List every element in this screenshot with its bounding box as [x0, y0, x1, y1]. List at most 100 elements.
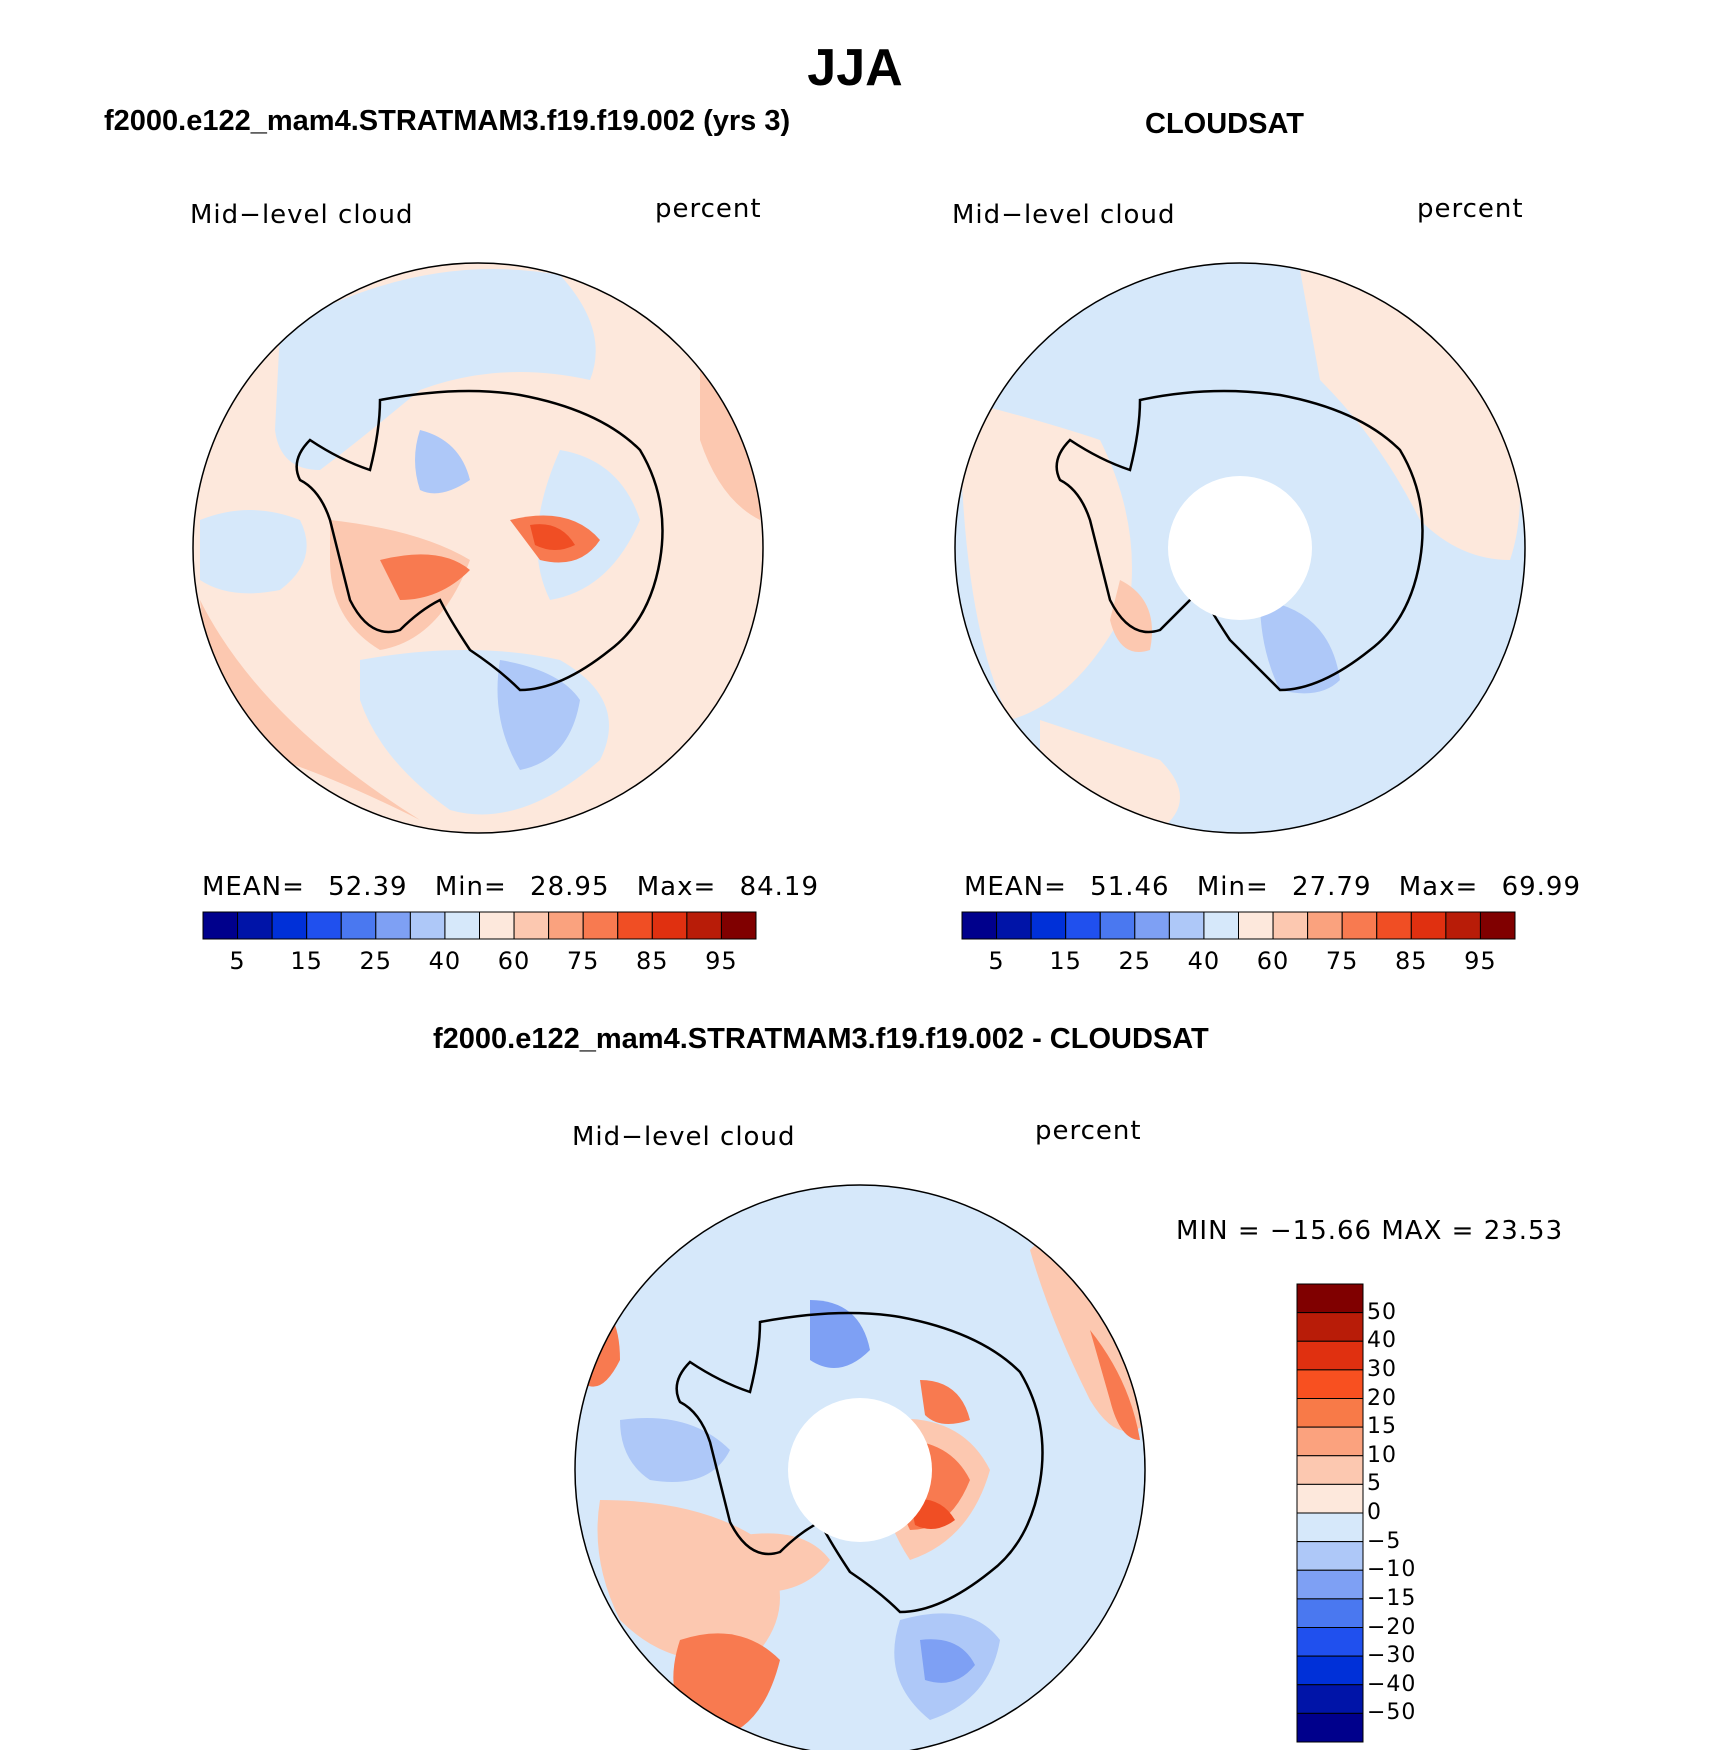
- left-max-label: Max=: [636, 872, 717, 902]
- diff-colorbar-tick-label: 20: [1367, 1385, 1397, 1411]
- left-colorbar-swatch: [444, 911, 480, 940]
- diff-orange-peninsula: [720, 1533, 830, 1592]
- right-colorbar-swatch: [1099, 911, 1136, 940]
- left-map: [193, 263, 763, 833]
- right-mean-label: MEAN=: [964, 872, 1067, 902]
- right-min-label: Min=: [1196, 872, 1269, 902]
- left-colorbar-swatch: [479, 911, 515, 940]
- right-colorbar-swatch: [1307, 911, 1343, 940]
- diff-colorbar-swatch: [1296, 1512, 1364, 1543]
- left-colorbar-swatch: [237, 911, 273, 940]
- right-colorbar-swatch: [1065, 911, 1101, 940]
- right-colorbar-tick-label: 15: [1049, 947, 1082, 975]
- diff-colorbar-tick-label: −20: [1367, 1614, 1417, 1640]
- right-colorbar-swatch: [1134, 911, 1170, 940]
- right-colorbar-tick-label: 5: [988, 947, 1005, 975]
- right-colorbar-tick-label: 25: [1118, 947, 1152, 975]
- left-colorbar-tick-label: 25: [359, 947, 393, 975]
- left-colorbar: [202, 911, 757, 940]
- left-colorbar-tick-label: 40: [428, 947, 462, 975]
- diff-colorbar-tick-label: 15: [1367, 1414, 1397, 1440]
- right-colorbar-swatch: [1410, 911, 1447, 940]
- right-orange-northeast: [1300, 270, 1520, 560]
- diff-colorbar-tick-label: 50: [1367, 1299, 1397, 1325]
- left-mean-value: 52.39: [328, 872, 408, 902]
- diff-colorbar-tick-label: −10: [1367, 1557, 1417, 1583]
- right-colorbar-swatch: [1376, 911, 1412, 940]
- diff-panel-title: f2000.e122_mam4.STRATMAM3.f19.f19.002 - …: [433, 1023, 1209, 1055]
- diff-units-label: percent: [1035, 1116, 1142, 1146]
- right-map: [955, 263, 1525, 833]
- left-colorbar-swatch: [202, 911, 239, 940]
- right-missing-data-hole: [1168, 476, 1312, 620]
- left-antarctica-coastline: [295, 389, 664, 692]
- right-colorbar-swatch: [1479, 911, 1516, 940]
- right-colorbar-swatch: [996, 911, 1032, 940]
- right-colorbar-tick-label: 95: [1464, 947, 1497, 975]
- left-mean-label: MEAN=: [202, 872, 305, 902]
- right-colorbar-tick-label: 85: [1395, 947, 1428, 975]
- diff-colorbar-swatch: [1296, 1340, 1364, 1371]
- diff-map-border: [574, 1184, 1146, 1750]
- left-colorbar-tick-label: 85: [636, 947, 669, 975]
- left-colorbar-swatch: [686, 911, 722, 940]
- right-stats: MEAN= 51.46 Min= 27.79 Max= 69.99: [964, 872, 1581, 902]
- diff-colorbar-swatch: [1296, 1627, 1364, 1657]
- diff-red-patch-north: [920, 1380, 970, 1424]
- diff-blue-north-antarctica: [810, 1300, 870, 1368]
- left-blue-region-west: [200, 510, 307, 594]
- diff-colorbar-tick-label: −15: [1367, 1585, 1417, 1611]
- left-colorbar-swatch: [582, 911, 619, 940]
- left-variable-label: Mid−level cloud: [190, 200, 414, 230]
- right-units-label: percent: [1417, 194, 1524, 224]
- left-map-border: [192, 262, 764, 834]
- left-blue-region-north: [275, 269, 596, 470]
- right-colorbar-tick-label: 75: [1325, 947, 1359, 975]
- diff-colorbar-tick-label: 40: [1367, 1328, 1397, 1354]
- left-colorbar-swatch: [375, 911, 411, 940]
- right-mean-value: 51.46: [1090, 872, 1170, 902]
- diff-variable-label: Mid−level cloud: [572, 1122, 796, 1152]
- diff-colorbar-swatch: [1296, 1455, 1364, 1485]
- diff-colorbar-tick-label: 0: [1367, 1500, 1382, 1525]
- diff-colorbar-swatch: [1296, 1483, 1364, 1514]
- right-colorbar-swatch: [1168, 911, 1205, 940]
- left-colorbar-swatch: [513, 911, 550, 940]
- right-colorbar-swatch: [961, 911, 998, 940]
- left-red-patch-1: [380, 554, 470, 600]
- right-max-label: Max=: [1398, 872, 1479, 902]
- right-colorbar-swatch: [1238, 911, 1274, 940]
- diff-colorbar-swatch: [1296, 1569, 1364, 1600]
- right-colorbar-tick-label: 40: [1187, 947, 1221, 975]
- left-colorbar-swatch: [340, 911, 377, 940]
- left-stats: MEAN= 52.39 Min= 28.95 Max= 84.19: [202, 872, 819, 902]
- diff-colorbar-swatch: [1296, 1283, 1364, 1314]
- left-colorbar-tick-label: 15: [290, 947, 323, 975]
- right-min-value: 27.79: [1292, 872, 1372, 902]
- right-colorbar-swatch: [1445, 911, 1481, 940]
- diff-map: [575, 1185, 1145, 1750]
- right-mid-blue-patch: [1260, 600, 1340, 694]
- diff-colorbar-tick-label: −30: [1367, 1643, 1417, 1669]
- diff-colorbar-swatch: [1296, 1598, 1364, 1628]
- right-colorbar: [961, 911, 1516, 940]
- diff-colorbar-tick-label: −5: [1367, 1528, 1402, 1554]
- right-map-border: [954, 262, 1526, 834]
- diff-colorbar-swatch: [1296, 1712, 1364, 1743]
- right-orange-patch: [1110, 580, 1152, 652]
- left-units-label: percent: [655, 194, 762, 224]
- left-blue-region-east: [537, 450, 640, 600]
- left-colorbar-swatch: [720, 911, 757, 940]
- right-colorbar-tick-label: 60: [1256, 947, 1290, 975]
- left-colorbar-swatch: [271, 911, 308, 940]
- diff-colorbar-swatch: [1296, 1398, 1364, 1428]
- left-min-label: Min=: [434, 872, 507, 902]
- diff-colorbar-tick-label: 30: [1367, 1356, 1397, 1382]
- left-colorbar-swatch: [548, 911, 584, 940]
- right-panel-title: CLOUDSAT: [1145, 108, 1304, 140]
- left-colorbar-tick-label: 75: [566, 947, 600, 975]
- left-dark-red-patch: [530, 524, 575, 550]
- diff-colorbar-tick-label: 10: [1367, 1442, 1397, 1468]
- diff-colorbar-swatch: [1296, 1426, 1364, 1457]
- right-max-value: 69.99: [1501, 872, 1581, 902]
